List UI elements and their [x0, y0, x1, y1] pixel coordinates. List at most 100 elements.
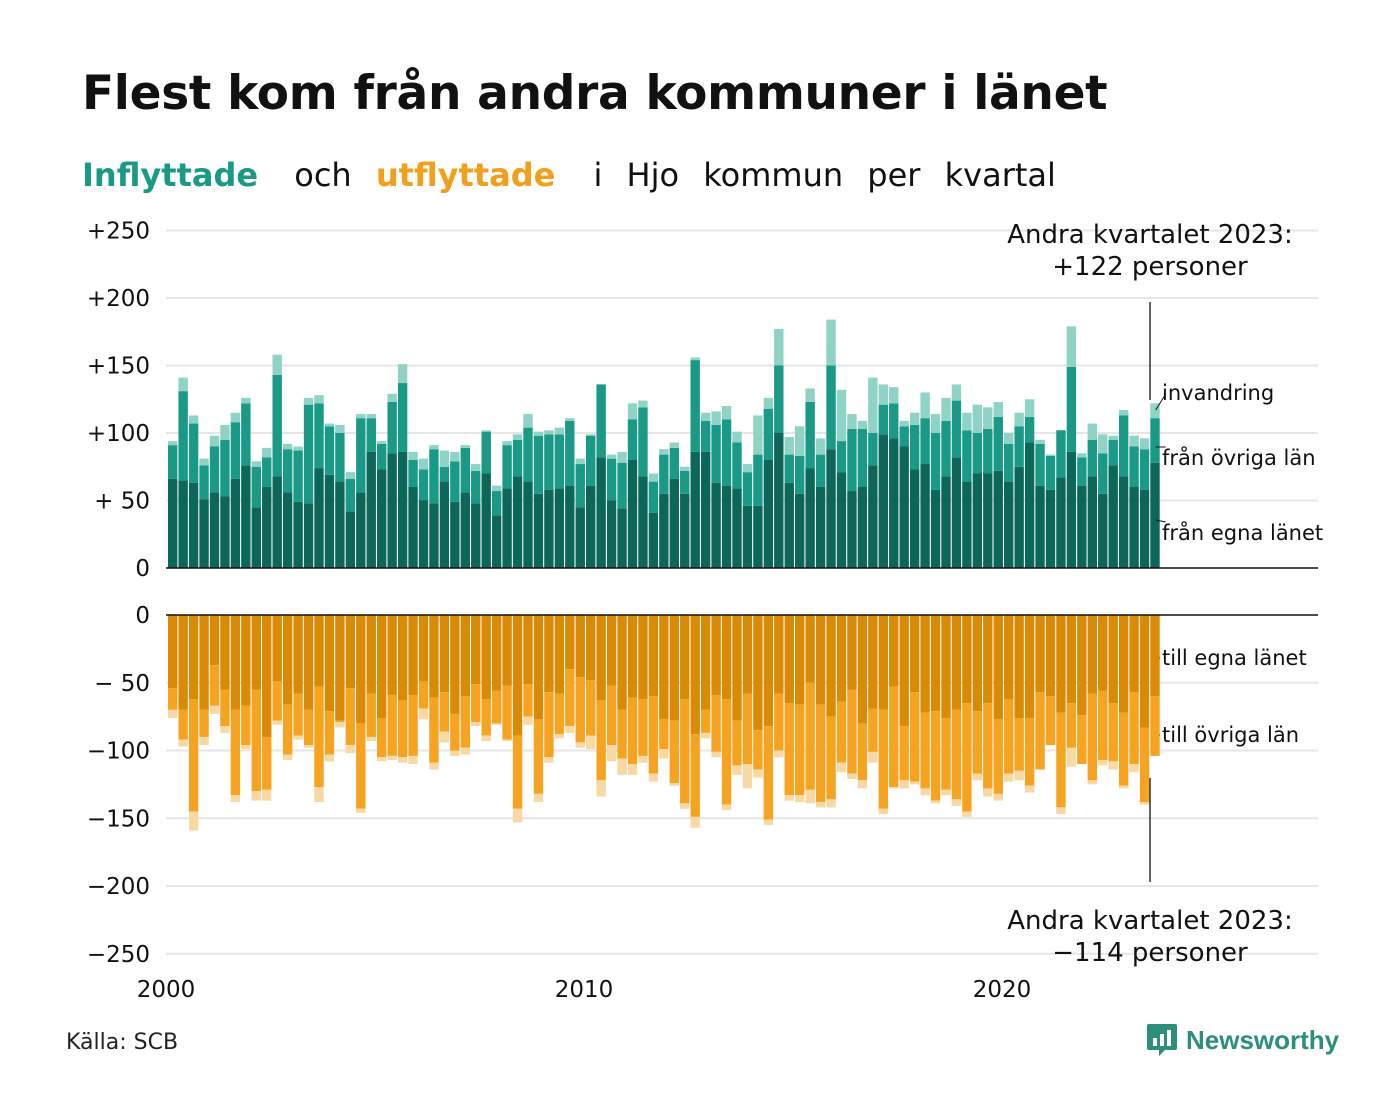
bar-out-2: [199, 736, 209, 746]
bar-out-0: [857, 615, 868, 724]
bar-in-1: [784, 454, 794, 483]
bar-out-2: [638, 755, 648, 763]
bar-out-2: [1066, 747, 1077, 767]
bar-in-0: [638, 476, 648, 568]
bar-in-0: [1118, 476, 1129, 568]
bar-out-0: [397, 615, 408, 701]
bar-in-1: [1139, 449, 1150, 490]
bar-out-2: [565, 726, 575, 733]
y-tick-label: +150: [87, 354, 150, 380]
bar-in-0: [262, 487, 272, 568]
bar-in-0: [460, 492, 470, 568]
bar-in-1: [889, 403, 899, 439]
bar-in-2: [815, 438, 826, 455]
bar-in-2: [512, 434, 523, 440]
bar-out-0: [1087, 615, 1097, 694]
bar-out-1: [899, 726, 909, 781]
bar-out-1: [889, 686, 899, 788]
brand[interactable]: Newsworthy: [1146, 1022, 1339, 1058]
bar-in-1: [408, 460, 418, 487]
bar-out-0: [680, 615, 690, 700]
bar-out-2: [711, 751, 721, 758]
bar-in-1: [1087, 439, 1097, 477]
bar-in-1: [554, 434, 565, 489]
bar-in-0: [345, 511, 356, 568]
bar-out-1: [554, 693, 565, 735]
bar-in-0: [512, 476, 523, 568]
annotation-top-line1: Andra kvartalet 2023:: [1007, 220, 1292, 250]
bar-out-2: [627, 764, 638, 775]
bar-out-1: [962, 703, 972, 812]
bar-out-2: [993, 793, 1003, 801]
y-tick-label: −150: [87, 806, 150, 832]
bar-out-0: [1108, 615, 1118, 704]
bar-in-2: [930, 414, 941, 433]
bar-out-1: [721, 699, 732, 805]
bar-out-1: [439, 692, 450, 732]
bar-out-0: [230, 615, 241, 710]
bar-in-1: [763, 408, 774, 460]
bar-out-2: [523, 716, 533, 725]
bar-out-2: [774, 750, 784, 758]
bar-out-2: [533, 793, 544, 802]
bar-out-0: [909, 615, 920, 693]
bar-in-0: [836, 472, 847, 568]
bar-in-1: [251, 466, 261, 508]
bar-in-0: [1098, 493, 1108, 568]
bar-out-0: [700, 615, 711, 710]
bar-in-1: [920, 418, 930, 465]
bar-in-2: [847, 414, 857, 429]
bar-in-1: [314, 403, 324, 469]
bar-in-1: [586, 435, 596, 486]
bar-out-1: [314, 686, 324, 788]
bar-in-0: [1056, 477, 1066, 568]
bar-out-2: [972, 773, 983, 781]
bar-out-1: [282, 704, 293, 755]
bar-out-1: [941, 717, 951, 790]
bar-out-0: [429, 615, 439, 698]
bar-out-2: [251, 791, 261, 801]
bar-in-1: [282, 449, 293, 493]
bar-in-0: [418, 500, 429, 568]
bar-in-2: [993, 401, 1003, 417]
bar-in-0: [491, 515, 502, 568]
bar-in-1: [460, 447, 470, 493]
bar-in-2: [857, 420, 868, 429]
bar-in-0: [377, 469, 387, 568]
chart-title: Flest kom från andra kommuner i länet: [82, 66, 1108, 121]
bar-out-0: [324, 615, 335, 712]
bar-in-2: [366, 414, 376, 419]
legend-leader: [1155, 519, 1166, 523]
bar-in-2: [481, 430, 491, 432]
bar-in-1: [481, 431, 491, 474]
bar-in-2: [1129, 435, 1139, 447]
bar-out-0: [1056, 615, 1066, 713]
bar-out-2: [262, 789, 272, 801]
bar-out-0: [941, 615, 951, 718]
bar-out-2: [648, 773, 659, 782]
bar-in-0: [481, 473, 491, 568]
bar-out-1: [168, 688, 178, 710]
bar-in-1: [962, 430, 972, 482]
bar-out-0: [251, 615, 261, 690]
bar-in-0: [784, 482, 794, 568]
bar-out-0: [1004, 615, 1014, 700]
bar-out-0: [669, 615, 679, 721]
bar-in-1: [1014, 426, 1024, 467]
bar-in-2: [418, 458, 429, 470]
bar-out-1: [784, 703, 794, 796]
bar-out-1: [460, 696, 470, 748]
bar-in-0: [554, 488, 565, 568]
bar-in-1: [972, 433, 983, 474]
bar-out-2: [826, 799, 836, 808]
bar-out-2: [1056, 807, 1066, 815]
bar-out-0: [1077, 615, 1087, 716]
subtitle-word: i: [593, 156, 603, 194]
bar-in-0: [993, 470, 1003, 568]
bar-in-0: [241, 465, 251, 568]
bar-in-2: [669, 442, 679, 448]
bar-out-2: [460, 747, 470, 755]
bar-out-1: [1139, 727, 1150, 802]
bar-in-0: [711, 482, 721, 568]
y-tick-label: − 50: [94, 671, 150, 697]
